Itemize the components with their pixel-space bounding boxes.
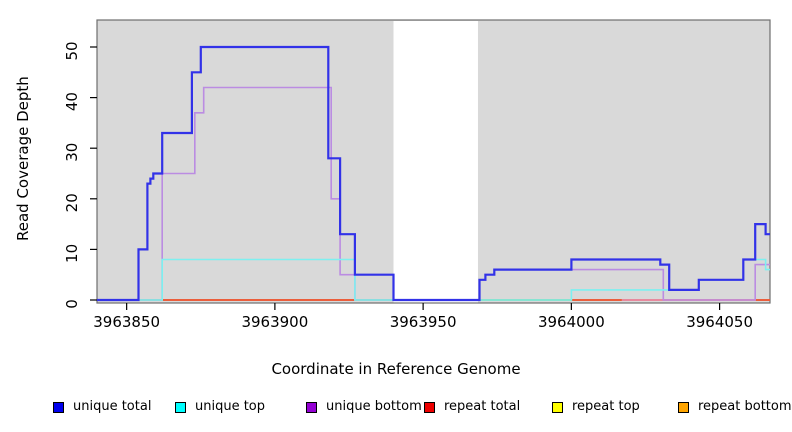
legend-label: repeat top	[572, 399, 640, 414]
y-tick-label: 40	[63, 92, 81, 111]
legend-label: unique bottom	[326, 399, 422, 414]
y-tick-label: 30	[63, 143, 81, 162]
series-line-unique-top	[97, 258, 770, 301]
legend-item-unique-top: unique top	[175, 398, 265, 416]
legend-item-unique-total: unique total	[53, 398, 151, 416]
legend-swatch-repeat-total	[424, 401, 435, 413]
x-tick-label: 3963950	[390, 313, 457, 331]
legend-item-unique-bottom: unique bottom	[306, 398, 422, 416]
legend-item-repeat-bottom: repeat bottom	[678, 398, 792, 416]
legend-swatch-unique-bottom	[306, 401, 317, 413]
y-tick-label: 50	[63, 41, 81, 60]
x-tick-label: 3963850	[93, 313, 160, 331]
y-tick-label: 10	[63, 244, 81, 263]
legend-item-repeat-top: repeat top	[552, 398, 640, 416]
legend-swatch-unique-top	[175, 401, 186, 413]
legend-swatch-repeat-bottom	[678, 401, 689, 413]
legend: unique total unique top unique bottom repea…	[0, 398, 792, 420]
y-tick-label: 20	[63, 193, 81, 212]
legend-label: repeat bottom	[698, 399, 792, 414]
coverage-gap-band	[393, 21, 478, 303]
x-tick-label: 3964000	[538, 313, 605, 331]
legend-swatch-unique-total	[53, 401, 64, 413]
legend-swatch-repeat-top	[552, 401, 563, 413]
x-tick-label: 3964050	[686, 313, 753, 331]
x-axis-title: Coordinate in Reference Genome	[271, 360, 521, 378]
legend-label: unique top	[195, 399, 266, 414]
x-tick-label: 3963900	[241, 313, 308, 331]
y-tick-label: 0	[63, 299, 81, 309]
series-line-unique-total	[97, 45, 770, 302]
legend-item-repeat-total: repeat total	[424, 398, 520, 416]
legend-label: unique total	[73, 399, 152, 414]
y-axis-title: Read Coverage Depth	[14, 76, 32, 241]
legend-label: repeat total	[444, 399, 521, 414]
plot-frame	[96, 19, 771, 304]
